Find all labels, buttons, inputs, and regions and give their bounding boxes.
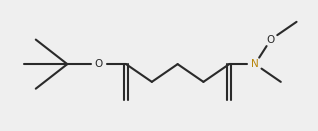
Text: O: O (266, 35, 275, 45)
Text: O: O (95, 59, 103, 69)
Text: N: N (251, 59, 259, 69)
